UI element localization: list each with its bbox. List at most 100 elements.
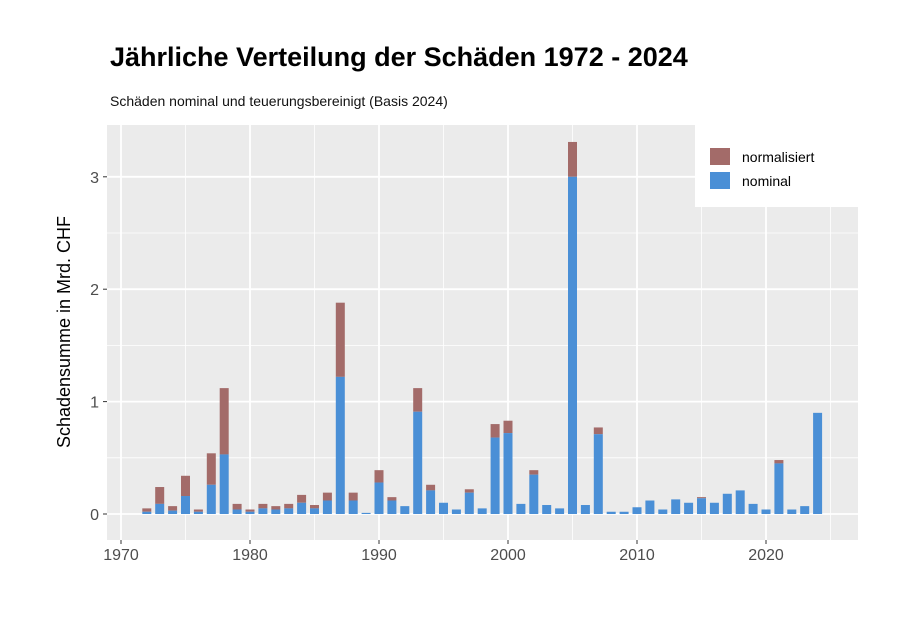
- x-tick-label: 1990: [361, 547, 397, 564]
- bar-nominal-2011: [645, 500, 655, 514]
- bar-normalisiert-1994: [426, 484, 436, 491]
- y-tick-label: 0: [90, 507, 99, 524]
- bar-nominal-1980: [245, 511, 255, 514]
- x-tick-label: 2020: [748, 547, 784, 564]
- legend: normalisiert nominal: [695, 125, 858, 207]
- bar-nominal-1997: [464, 492, 474, 514]
- bar-nominal-2021: [774, 463, 784, 514]
- bar-nominal-2023: [800, 506, 810, 514]
- bar-nominal-1985: [310, 508, 319, 514]
- bar-normalisiert-1975: [181, 475, 190, 497]
- bar-nominal-1974: [168, 510, 178, 514]
- bar-nominal-2020: [761, 509, 771, 514]
- bar-nominal-1990: [374, 482, 384, 514]
- bar-normalisiert-1997: [464, 489, 474, 493]
- bar-normalisiert-2002: [529, 470, 539, 475]
- y-tick-label: 3: [90, 170, 99, 187]
- legend-label-normalisiert: normalisiert: [742, 149, 814, 165]
- bar-normalisiert-1990: [374, 470, 384, 483]
- bar-nominal-1991: [387, 500, 397, 514]
- bar-normalisiert-1988: [348, 492, 358, 501]
- bar-nominal-2017: [722, 493, 732, 514]
- bar-nominal-2005: [568, 176, 577, 515]
- bar-normalisiert-1987: [335, 302, 345, 377]
- bar-nominal-1981: [258, 508, 268, 514]
- bar-nominal-2015: [697, 498, 706, 514]
- y-tick-label: 1: [90, 395, 99, 412]
- bar-nominal-1986: [322, 500, 332, 514]
- y-tick-label: 2: [90, 282, 99, 299]
- bar-normalisiert-1986: [322, 492, 332, 501]
- bar-normalisiert-1978: [219, 388, 229, 455]
- bar-normalisiert-1981: [258, 503, 268, 509]
- bar-nominal-2008: [606, 511, 616, 514]
- bar-nominal-2013: [671, 499, 681, 514]
- bar-nominal-2019: [748, 503, 758, 514]
- bar-nominal-2001: [516, 503, 526, 514]
- bar-nominal-1983: [284, 508, 294, 514]
- bar-nominal-1979: [232, 509, 242, 514]
- bar-nominal-2009: [619, 511, 629, 514]
- bar-nominal-1978: [219, 454, 229, 514]
- bar-nominal-1999: [490, 437, 500, 514]
- chart-title: Jährliche Verteilung der Schäden 1972 - …: [110, 42, 688, 72]
- bar-nominal-1996: [451, 509, 461, 514]
- bar-nominal-1984: [297, 502, 307, 514]
- bar-nominal-2022: [787, 509, 797, 514]
- bar-nominal-2024: [813, 412, 823, 514]
- y-axis-label: Schadensumme in Mrd. CHF: [54, 216, 74, 448]
- bar-normalisiert-1991: [387, 497, 397, 501]
- legend-label-nominal: nominal: [742, 173, 791, 189]
- bar-nominal-1992: [400, 506, 410, 514]
- bar-nominal-2018: [735, 490, 745, 514]
- x-tick-label: 1980: [232, 547, 268, 564]
- bar-nominal-2004: [555, 508, 565, 514]
- bar-nominal-2012: [658, 509, 668, 514]
- x-tick-label: 2010: [619, 547, 655, 564]
- bar-normalisiert-1984: [297, 494, 307, 503]
- bar-normalisiert-1983: [284, 503, 294, 509]
- legend-swatch-nominal: [710, 172, 730, 189]
- bar-nominal-1994: [426, 490, 436, 514]
- bar-normalisiert-1976: [193, 509, 203, 512]
- bar-normalisiert-1999: [490, 424, 500, 438]
- bar-nominal-1989: [361, 512, 371, 514]
- bar-normalisiert-2000: [503, 420, 513, 434]
- bar-normalisiert-1985: [310, 505, 319, 509]
- bar-nominal-1987: [335, 376, 345, 514]
- bar-normalisiert-1972: [142, 508, 152, 512]
- bar-nominal-1976: [193, 511, 203, 514]
- bar-nominal-1995: [439, 502, 448, 514]
- bar-normalisiert-1973: [155, 487, 165, 504]
- bar-normalisiert-2005: [568, 141, 577, 177]
- legend-swatch-normalisiert: [710, 148, 730, 165]
- bar-nominal-2003: [542, 505, 552, 514]
- bar-nominal-1977: [206, 484, 216, 514]
- bar-normalisiert-1974: [168, 506, 178, 511]
- bar-normalisiert-1993: [413, 388, 423, 412]
- bar-normalisiert-1977: [206, 453, 216, 485]
- bar-nominal-2006: [580, 505, 590, 514]
- bar-nominal-1982: [271, 509, 281, 514]
- chart-subtitle: Schäden nominal und teuerungsbereinigt (…: [110, 93, 448, 109]
- bar-nominal-2010: [632, 507, 642, 514]
- bar-nominal-1972: [142, 511, 152, 514]
- bar-nominal-1988: [348, 500, 358, 514]
- bar-nominal-1993: [413, 411, 423, 514]
- bar-normalisiert-1979: [232, 503, 242, 510]
- bar-nominal-1973: [155, 503, 165, 514]
- bar-normalisiert-2021: [774, 460, 784, 464]
- bar-normalisiert-2007: [593, 427, 603, 435]
- bar-normalisiert-2015: [697, 497, 706, 499]
- bar-normalisiert-1980: [245, 509, 255, 512]
- bar-nominal-2014: [684, 502, 694, 514]
- x-tick-label: 2000: [490, 547, 526, 564]
- x-tick-label: 1970: [103, 547, 139, 564]
- bar-nominal-2016: [709, 502, 719, 514]
- bar-nominal-2000: [503, 433, 513, 514]
- bar-nominal-2007: [593, 434, 603, 514]
- bar-nominal-2002: [529, 474, 539, 514]
- bar-nominal-1975: [181, 496, 190, 514]
